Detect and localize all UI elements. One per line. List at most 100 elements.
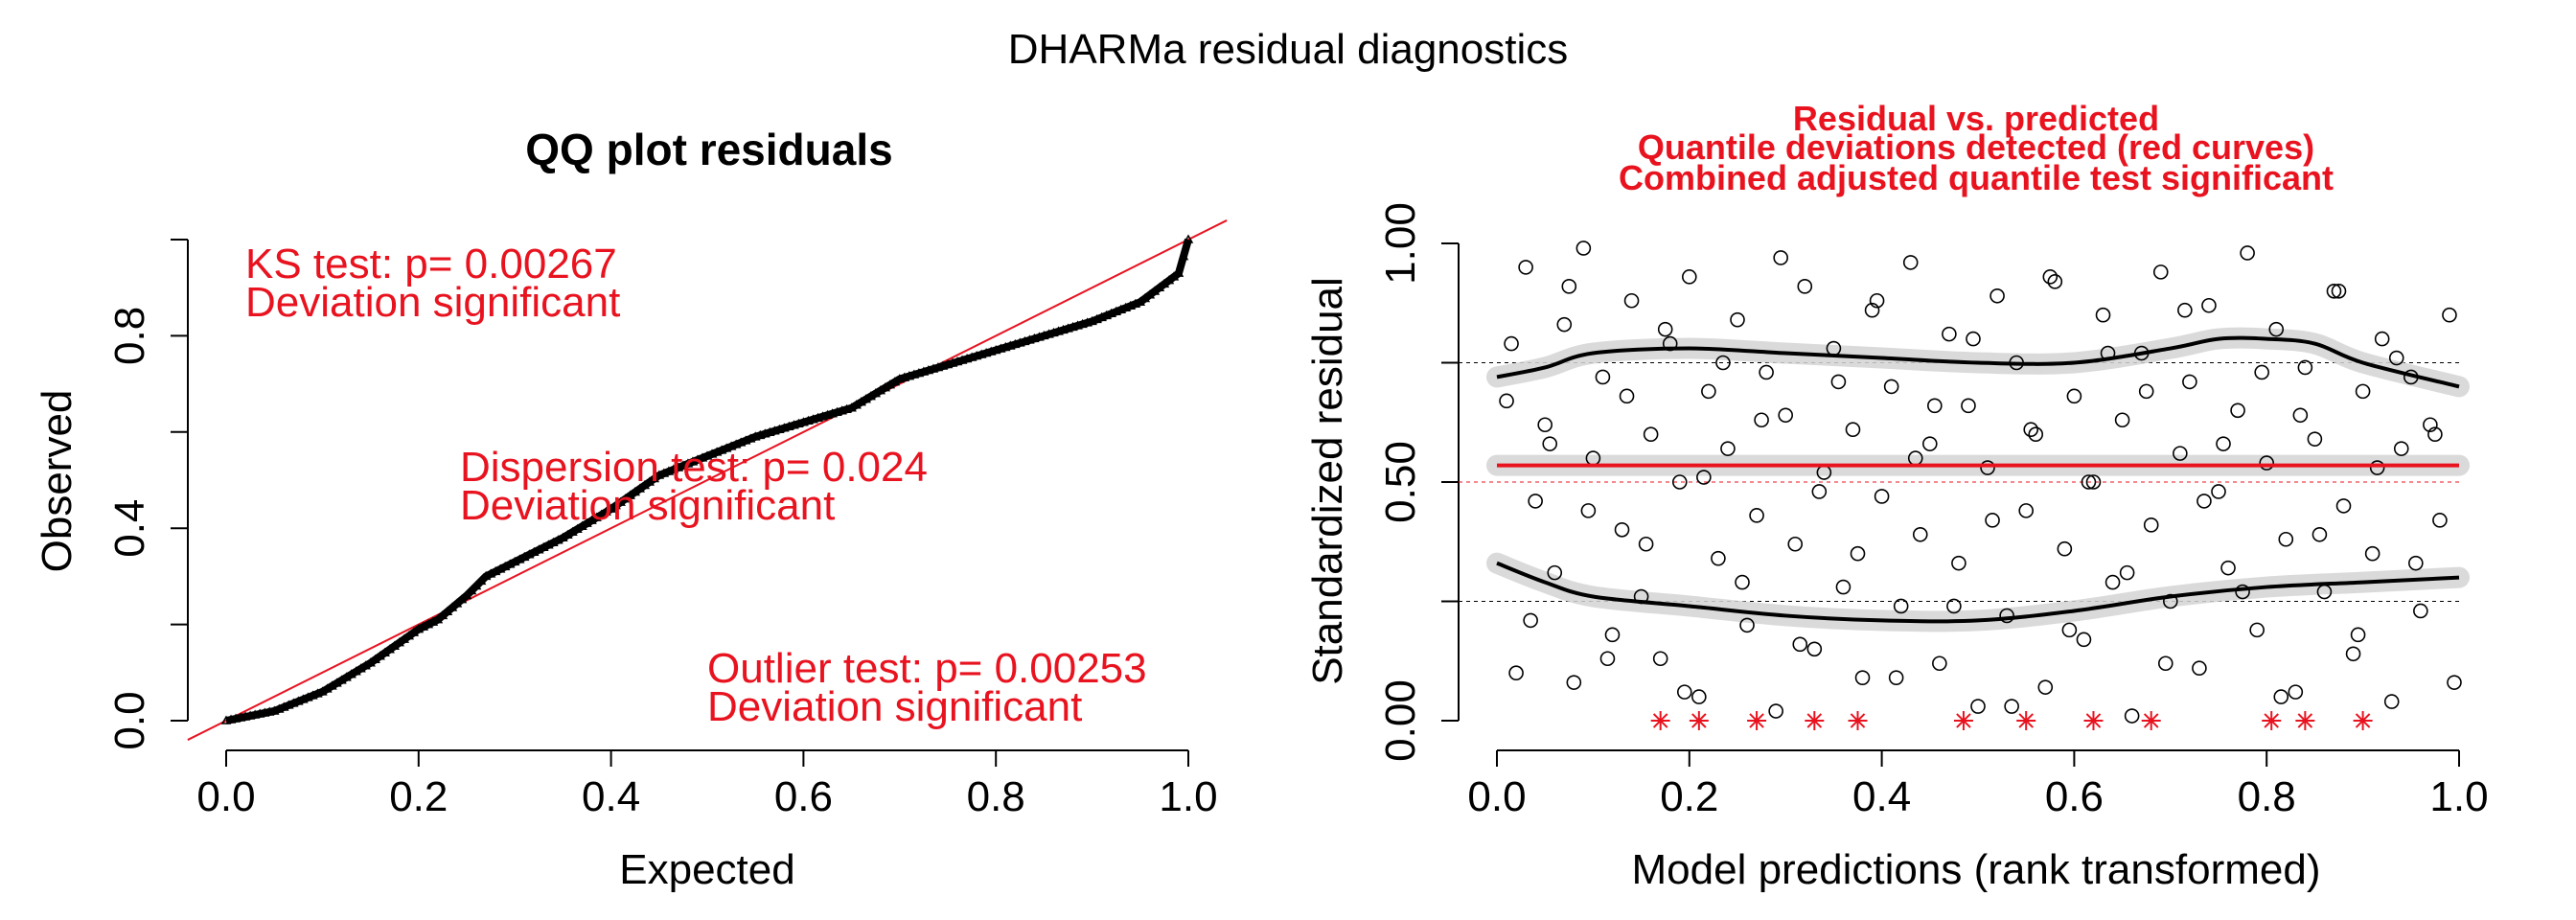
- residual-point: [1850, 545, 1866, 562]
- residual-outliers: [1650, 711, 2373, 730]
- residual-point: [1576, 241, 1592, 256]
- residual-x-label: Model predictions (rank transformed): [1632, 846, 2321, 893]
- residual-point: [2114, 412, 2130, 428]
- residual-y-label: Standardized residual: [1304, 277, 1351, 685]
- residual-point: [2408, 555, 2424, 571]
- residual-point: [2095, 307, 2111, 323]
- residual-point: [2331, 283, 2347, 299]
- qq-point: [1183, 234, 1194, 243]
- residual-point: [2427, 426, 2443, 443]
- residual-point: [2047, 274, 2063, 289]
- residual-point: [1595, 369, 1611, 385]
- residual-outlier-star: [1689, 711, 1709, 730]
- residual-point: [2288, 684, 2304, 700]
- residual-point: [1773, 250, 1788, 265]
- residual-title-line3: Combined adjusted quantile test signific…: [1619, 158, 2334, 197]
- outlier-star-stroke: [1749, 713, 1764, 728]
- residual-point: [1787, 536, 1804, 552]
- qq-point: [471, 580, 482, 590]
- qq-x-tick-label: 0.4: [582, 773, 640, 820]
- residual-point: [2240, 245, 2255, 261]
- qq-title: QQ plot residuals: [525, 125, 892, 174]
- residual-point: [1888, 670, 1904, 685]
- residual-point: [1518, 260, 1533, 275]
- residual-point: [2104, 574, 2121, 590]
- residual-point: [2254, 364, 2269, 380]
- qq-x-axis: 0.0 0.2 0.4 0.6 0.8 1.0: [196, 749, 1218, 820]
- residual-point: [2163, 593, 2178, 610]
- residual-point: [1893, 598, 1909, 614]
- residual-point: [1845, 422, 1861, 438]
- qq-x-tick-label: 0.2: [389, 773, 448, 820]
- residual-point: [2297, 359, 2313, 376]
- qq-y-tick-label: 0.4: [106, 499, 153, 558]
- residual-point: [2369, 460, 2385, 475]
- residual-point: [1638, 536, 1654, 552]
- residual-point: [1499, 393, 1514, 409]
- residual-outlier-star: [2295, 711, 2315, 730]
- residual-point: [1927, 398, 1943, 414]
- residual-confidence-band: [1486, 552, 2470, 632]
- ks-test-line1: KS test: p= 0.00267: [245, 241, 617, 288]
- residual-outlier-star: [1650, 711, 1670, 730]
- residual-point: [2157, 656, 2174, 672]
- residual-point: [1619, 388, 1635, 404]
- residual-point: [1566, 675, 1582, 690]
- residual-y-tick-label: 0.00: [1377, 679, 1424, 762]
- residual-point: [2138, 383, 2154, 400]
- residual-point: [1864, 302, 1880, 318]
- residual-outlier-star: [2016, 711, 2036, 730]
- residual-point: [1735, 574, 1750, 590]
- residual-outlier-star: [1848, 711, 1868, 730]
- residual-point: [1985, 513, 2000, 528]
- outlier-star-stroke: [2143, 713, 2159, 728]
- residual-point: [1604, 627, 1621, 643]
- residual-point: [1739, 617, 1755, 633]
- residual-point: [1778, 407, 1793, 424]
- residual-point: [1912, 526, 1928, 542]
- residual-point: [1508, 665, 1524, 681]
- residual-outlier-star: [1747, 711, 1767, 730]
- residual-point: [1547, 564, 1563, 581]
- outlier-test-annotation: Outlier test: p= 0.00253 Deviation signi…: [707, 645, 1147, 730]
- residual-point: [2312, 526, 2328, 542]
- residual-point: [2061, 622, 2078, 638]
- residual-point: [2268, 321, 2285, 337]
- residual-point: [2216, 436, 2231, 451]
- residual-reference-lines: [1459, 362, 2459, 602]
- residual-x-tick-label: 0.4: [1852, 773, 1911, 820]
- residual-point: [1701, 383, 1716, 400]
- dispersion-test-annotation: Dispersion test: p= 0.024 Deviation sign…: [460, 444, 928, 529]
- qq-panel: QQ plot residuals 0.0 0.2 0.4 0.6 0.8 1.0 0.0…: [34, 125, 1228, 893]
- residual-point: [2173, 446, 2188, 461]
- residual-point: [1537, 417, 1552, 433]
- residual-point: [1835, 579, 1852, 595]
- ks-test-annotation: KS test: p= 0.00267 Deviation significan…: [245, 241, 620, 326]
- residual-point: [1854, 670, 1871, 685]
- residual-x-tick-label: 0.8: [2238, 773, 2296, 820]
- residual-point: [2023, 422, 2039, 438]
- residual-x-tick-label: 0.6: [2045, 773, 2104, 820]
- residual-point: [2018, 503, 2034, 518]
- residual-point: [2393, 441, 2409, 456]
- residual-title-line2: Quantile deviations detected (red curves…: [1638, 127, 2314, 167]
- residual-point: [2388, 350, 2404, 366]
- residual-point: [2066, 388, 2082, 404]
- residual-point: [1580, 503, 1597, 518]
- outlier-star-stroke: [2085, 713, 2102, 728]
- residual-point: [2220, 560, 2236, 576]
- residual-point: [1711, 550, 1726, 566]
- qq-point: [475, 575, 487, 586]
- residual-quantile-curve: [1496, 335, 2460, 389]
- residual-point: [1922, 436, 1938, 451]
- residual-point: [2004, 699, 2019, 714]
- residual-point: [1504, 335, 1519, 352]
- residual-point: [1652, 651, 1668, 667]
- residual-y-axis: 0.00 0.50 1.00: [1377, 202, 1460, 762]
- residual-quantile-curves: [1496, 335, 2460, 624]
- outlier-star-stroke: [1806, 713, 1823, 728]
- residual-point: [1682, 269, 1697, 285]
- residual-point: [1561, 279, 1577, 294]
- residual-point: [1696, 470, 1712, 485]
- residual-point: [1806, 641, 1823, 657]
